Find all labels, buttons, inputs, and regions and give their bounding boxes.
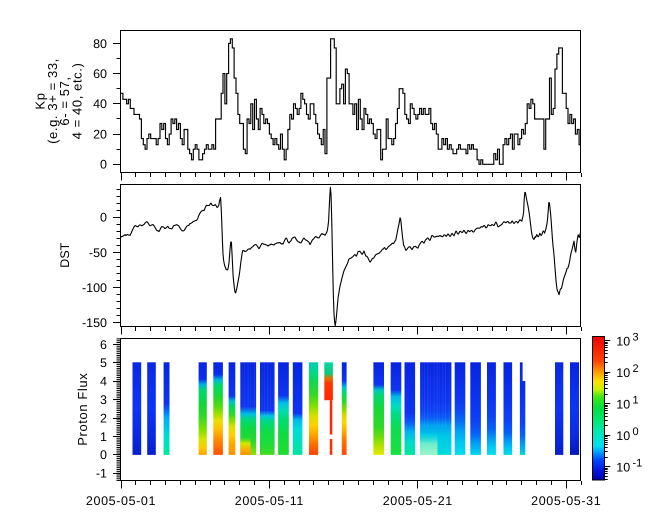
svg-text:4: 4 <box>100 375 107 389</box>
svg-text:2005-05-11: 2005-05-11 <box>235 494 304 508</box>
svg-text:6- = 57,: 6- = 57, <box>57 76 72 125</box>
svg-text:0: 0 <box>100 211 107 225</box>
svg-text:4 = 40, etc.): 4 = 40, etc.) <box>69 63 84 140</box>
svg-text:DST: DST <box>58 242 72 267</box>
svg-text:1: 1 <box>100 430 107 444</box>
svg-text:60: 60 <box>93 67 107 81</box>
svg-text:3: 3 <box>100 393 107 407</box>
svg-text:40: 40 <box>93 97 107 111</box>
svg-text:0: 0 <box>100 448 107 462</box>
svg-text:0: 0 <box>100 158 107 172</box>
svg-text:Kp: Kp <box>33 92 48 109</box>
svg-text:20: 20 <box>93 127 107 141</box>
svg-text:2: 2 <box>100 411 107 425</box>
svg-text:-50: -50 <box>89 246 107 260</box>
svg-text:-150: -150 <box>82 316 107 330</box>
svg-text:6: 6 <box>100 338 107 352</box>
svg-text:-100: -100 <box>82 281 107 295</box>
svg-text:Proton Flux: Proton Flux <box>75 373 90 446</box>
svg-text:-1: -1 <box>96 467 107 481</box>
svg-text:2005-05-21: 2005-05-21 <box>383 494 453 508</box>
svg-text:(e.g. 3+ = 33,: (e.g. 3+ = 33, <box>45 58 60 144</box>
svg-text:2005-05-01: 2005-05-01 <box>86 494 156 508</box>
svg-text:2005-05-31: 2005-05-31 <box>531 494 601 508</box>
svg-text:5: 5 <box>100 356 107 370</box>
svg-text:80: 80 <box>93 37 107 51</box>
